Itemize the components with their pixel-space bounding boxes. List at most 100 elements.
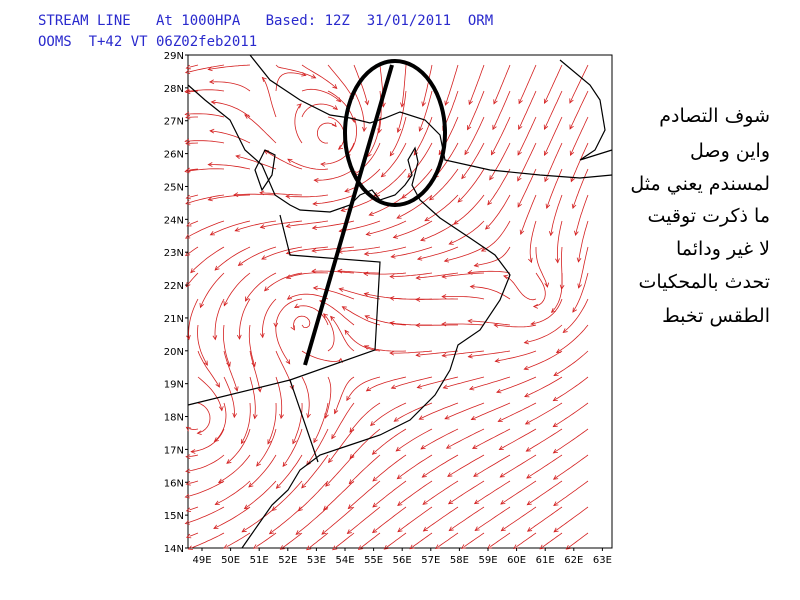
stream-arrow (435, 544, 441, 550)
stream-arrow (443, 257, 450, 263)
stream-arrow (569, 98, 574, 104)
stream-arrow (372, 502, 378, 508)
stream-arrow (213, 524, 219, 529)
stream-arrow (416, 384, 422, 389)
stream-arrow (261, 76, 267, 82)
streamline (417, 376, 459, 388)
stream-arrow (467, 353, 473, 359)
stream-arrow (555, 258, 560, 264)
streamline (570, 142, 589, 182)
stream-arrow (185, 533, 192, 539)
stream-arrow (396, 214, 402, 219)
stream-arrow (233, 386, 239, 392)
stream-arrow (344, 188, 350, 193)
streamline (544, 64, 563, 104)
stream-arrow (364, 315, 370, 320)
stream-arrow (365, 386, 372, 392)
streamline (493, 64, 511, 104)
coastline (249, 54, 613, 179)
streamline (491, 116, 511, 155)
streamline (393, 220, 433, 238)
streamline (417, 246, 459, 260)
streamline (323, 480, 355, 511)
stream-arrow (389, 151, 395, 157)
streamline (449, 220, 485, 245)
streamline (443, 376, 485, 389)
streamline (444, 402, 485, 420)
stream-arrow (390, 384, 397, 390)
stream-arrow (331, 122, 337, 128)
stream-arrow (235, 154, 241, 160)
stream-arrow (519, 229, 525, 235)
streamline (313, 402, 329, 443)
stream-arrow (207, 162, 213, 167)
stream-arrow (297, 506, 303, 512)
streamline (492, 90, 511, 130)
streamline (468, 64, 485, 105)
lat-label: 14N (164, 544, 184, 555)
streamline (264, 150, 303, 170)
streamline (550, 194, 563, 236)
streamline (190, 246, 225, 273)
streamline (546, 168, 563, 209)
streamline (294, 305, 329, 326)
note-line: ما ذكرت توقيت (648, 205, 771, 227)
stream-arrow (245, 296, 250, 302)
stream-arrow (208, 79, 215, 85)
streamline (446, 428, 485, 449)
stream-arrow (185, 200, 191, 205)
streamline (526, 428, 563, 452)
lon-label: 54E (335, 555, 354, 566)
stream-arrow (418, 126, 424, 132)
stream-arrow (184, 234, 191, 239)
streamline (208, 64, 251, 70)
streamline (572, 272, 589, 313)
streamline (260, 220, 303, 228)
stream-arrow (409, 544, 415, 550)
stream-arrow (325, 481, 331, 487)
stream-arrow (237, 261, 243, 266)
stream-arrow (447, 499, 454, 505)
stream-arrow (552, 422, 558, 428)
stream-arrow (344, 329, 350, 335)
stream-arrow (212, 335, 218, 341)
stream-arrow (390, 253, 396, 259)
streamline (191, 532, 225, 549)
streamline (544, 90, 563, 130)
stream-arrow (422, 526, 428, 532)
streamline (442, 272, 485, 278)
stream-arrow (363, 292, 369, 297)
stream-arrow (340, 207, 346, 213)
streamline (570, 116, 589, 156)
stream-arrow (487, 200, 493, 206)
header-line: STREAM LINE At 1000HPA Based: 12Z 31/01/… (38, 13, 493, 29)
streamline (553, 480, 589, 506)
stream-arrow (415, 275, 421, 281)
stream-arrow (552, 475, 559, 480)
streamline (349, 402, 381, 433)
lat-label: 18N (164, 413, 184, 424)
stream-arrow (185, 64, 191, 70)
streamline (188, 90, 199, 93)
stream-arrow (248, 482, 254, 488)
streamline (473, 454, 511, 477)
stream-arrow (577, 283, 582, 289)
border (187, 214, 381, 463)
stream-arrow (448, 240, 454, 245)
streamline (233, 193, 277, 196)
streamline (188, 64, 225, 73)
streamline (453, 194, 485, 225)
stream-arrow (185, 282, 191, 288)
streamline (390, 272, 433, 277)
streamline (287, 158, 329, 170)
streamline (464, 532, 485, 548)
streamline (420, 428, 459, 450)
stream-arrow (392, 234, 398, 239)
stream-arrow (252, 414, 258, 420)
streamline (313, 287, 355, 300)
streamline (223, 272, 251, 306)
stream-arrow (372, 476, 378, 482)
note-line: لمسندم يعني مثل (630, 173, 770, 195)
streamline (485, 194, 511, 230)
highlight-ellipse (343, 59, 447, 207)
